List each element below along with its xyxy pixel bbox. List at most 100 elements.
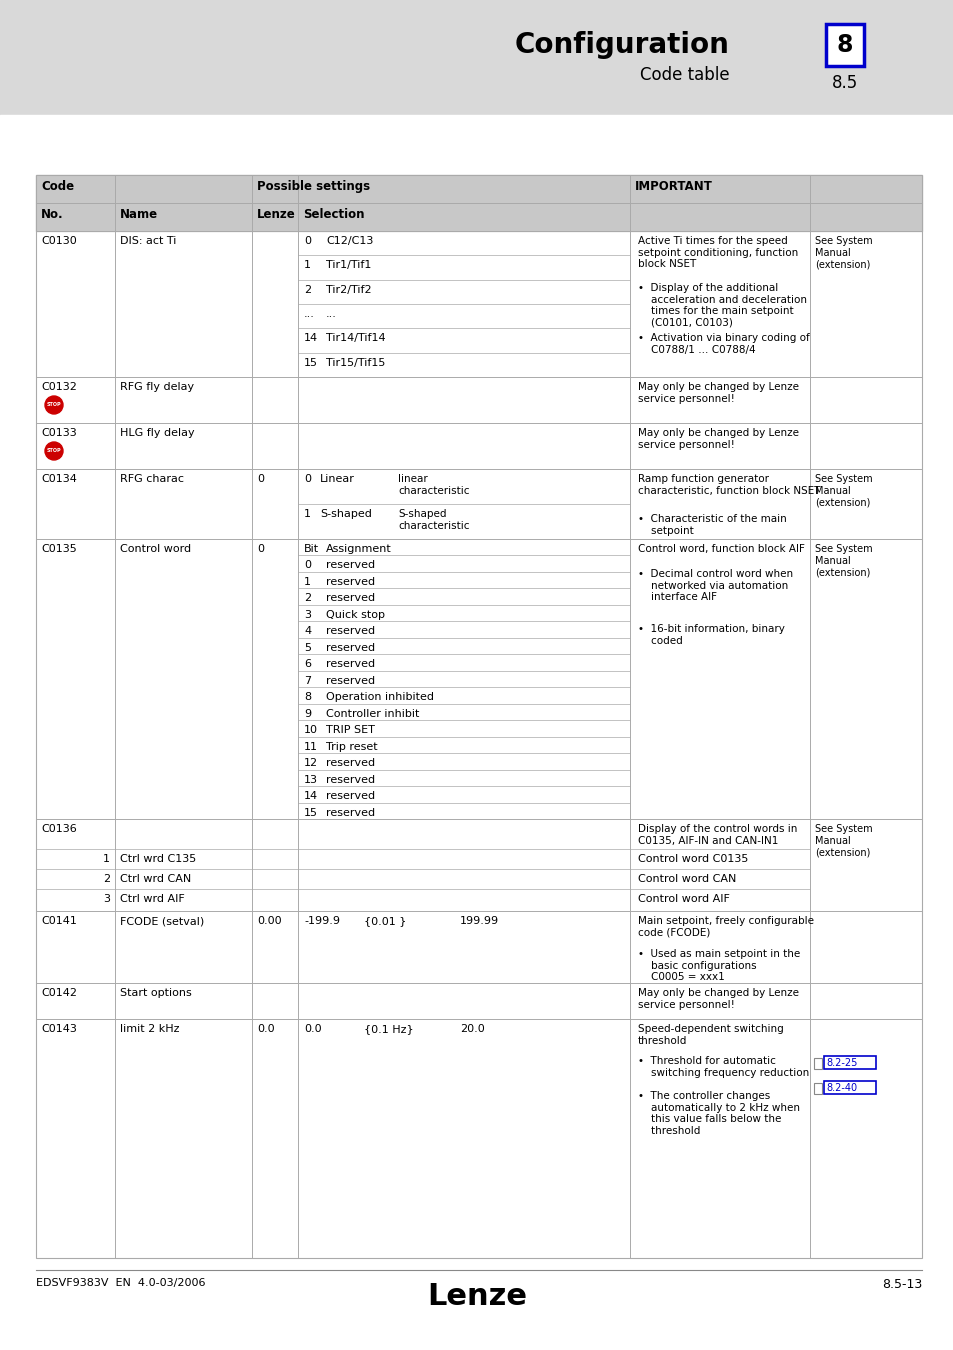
Text: 8.2-40: 8.2-40	[825, 1083, 856, 1094]
Text: May only be changed by Lenze
service personnel!: May only be changed by Lenze service per…	[638, 988, 799, 1010]
Text: Control word AIF: Control word AIF	[638, 894, 729, 904]
Text: •  The controller changes
    automatically to 2 kHz when
    this value falls b: • The controller changes automatically t…	[638, 1091, 800, 1135]
Text: •  Activation via binary coding of
    C0788/1 … C0788/4: • Activation via binary coding of C0788/…	[638, 333, 809, 355]
Text: Controller inhibit: Controller inhibit	[326, 709, 419, 718]
Text: 20.0: 20.0	[459, 1025, 484, 1034]
Text: S-shaped
characteristic: S-shaped characteristic	[397, 509, 469, 531]
Text: RFG charac: RFG charac	[120, 474, 184, 485]
Text: See System
Manual
(extension): See System Manual (extension)	[814, 824, 872, 857]
Text: 1: 1	[103, 855, 110, 864]
Text: {0.01 }: {0.01 }	[364, 917, 406, 926]
Text: 2: 2	[304, 594, 311, 603]
Bar	[823, 1056, 875, 1069]
Text: •  Threshold for automatic
    switching frequency reduction: • Threshold for automatic switching freq…	[638, 1056, 808, 1077]
Bar	[36, 176, 921, 1258]
Text: S-shaped: S-shaped	[319, 509, 372, 518]
Text: 8.2-25: 8.2-25	[825, 1058, 857, 1068]
Text: Ramp function generator
characteristic, function block NSET: Ramp function generator characteristic, …	[638, 474, 820, 495]
Bar	[813, 1058, 821, 1069]
Text: 14: 14	[304, 791, 317, 801]
Text: Control word, function block AIF: Control word, function block AIF	[638, 544, 804, 554]
Bar	[36, 176, 921, 202]
Text: Configuration: Configuration	[515, 31, 729, 59]
Text: 0.00: 0.00	[256, 917, 281, 926]
Text: 9: 9	[304, 709, 311, 718]
Text: 0: 0	[256, 544, 264, 554]
Text: Ctrl wrd C135: Ctrl wrd C135	[120, 855, 196, 864]
Text: FCODE (setval): FCODE (setval)	[120, 917, 204, 926]
Text: Assignment: Assignment	[326, 544, 392, 554]
Text: •  16-bit information, binary
    coded: • 16-bit information, binary coded	[638, 624, 784, 645]
Text: See System
Manual
(extension): See System Manual (extension)	[814, 236, 872, 269]
Text: EDSVF9383V  EN  4.0-03/2006: EDSVF9383V EN 4.0-03/2006	[36, 1278, 205, 1288]
Text: May only be changed by Lenze
service personnel!: May only be changed by Lenze service per…	[638, 382, 799, 404]
Text: reserved: reserved	[326, 594, 375, 603]
Text: 13: 13	[304, 775, 317, 784]
Text: Control word C0135: Control word C0135	[638, 855, 747, 864]
Text: Operation inhibited: Operation inhibited	[326, 693, 434, 702]
Text: See System
Manual
(extension): See System Manual (extension)	[814, 544, 872, 578]
Text: C12/C13: C12/C13	[326, 236, 373, 246]
Text: 8: 8	[304, 693, 311, 702]
Text: C0130: C0130	[41, 236, 76, 246]
Text: reserved: reserved	[326, 576, 375, 587]
Text: C0133: C0133	[41, 428, 76, 437]
Text: 0.0: 0.0	[304, 1025, 321, 1034]
Text: Tir1/Tif1: Tir1/Tif1	[326, 261, 371, 270]
Text: 0: 0	[304, 474, 311, 485]
Text: 12: 12	[304, 759, 317, 768]
Circle shape	[45, 396, 63, 414]
Text: C0141: C0141	[41, 917, 77, 926]
Circle shape	[45, 441, 63, 460]
Text: IMPORTANT: IMPORTANT	[635, 180, 712, 193]
Text: 199.99: 199.99	[459, 917, 498, 926]
Text: 14: 14	[304, 333, 317, 343]
Text: Quick stop: Quick stop	[326, 610, 385, 620]
Text: 7: 7	[304, 676, 311, 686]
Text: Tir2/Tif2: Tir2/Tif2	[326, 285, 372, 294]
Bar	[813, 1083, 821, 1094]
Bar	[36, 202, 921, 231]
Text: Lenze: Lenze	[427, 1282, 526, 1311]
Text: 3: 3	[103, 894, 110, 904]
Text: Code: Code	[41, 180, 74, 193]
Text: reserved: reserved	[326, 759, 375, 768]
Text: HLG fly delay: HLG fly delay	[120, 428, 194, 437]
Text: Tir14/Tif14: Tir14/Tif14	[326, 333, 385, 343]
Text: 0: 0	[304, 560, 311, 571]
Text: Selection: Selection	[303, 208, 364, 221]
Text: STOP: STOP	[47, 402, 61, 408]
Text: C0132: C0132	[41, 382, 77, 391]
Text: {0.1 Hz}: {0.1 Hz}	[364, 1025, 414, 1034]
Text: 2: 2	[103, 873, 110, 884]
Text: Speed-dependent switching
threshold: Speed-dependent switching threshold	[638, 1025, 783, 1046]
Text: Ctrl wrd AIF: Ctrl wrd AIF	[120, 894, 185, 904]
Text: C0142: C0142	[41, 988, 77, 998]
Text: Control word CAN: Control word CAN	[638, 873, 736, 884]
Text: No.: No.	[41, 208, 64, 221]
Text: •  Display of the additional
    acceleration and deceleration
    times for the: • Display of the additional acceleration…	[638, 284, 806, 328]
Text: Lenze: Lenze	[256, 208, 295, 221]
Text: 15: 15	[304, 358, 317, 367]
Text: 11: 11	[304, 741, 317, 752]
Text: •  Decimal control word when
    networked via automation
    interface AIF: • Decimal control word when networked vi…	[638, 568, 792, 602]
Text: Display of the control words in
C0135, AIF-IN and CAN-IN1: Display of the control words in C0135, A…	[638, 824, 797, 845]
Text: reserved: reserved	[326, 643, 375, 653]
Text: Tir15/Tif15: Tir15/Tif15	[326, 358, 385, 367]
Text: 0.0: 0.0	[256, 1025, 274, 1034]
Bar	[0, 0, 953, 115]
FancyBboxPatch shape	[825, 24, 863, 66]
Text: Main setpoint, freely configurable
code (FCODE): Main setpoint, freely configurable code …	[638, 917, 813, 938]
Text: Ctrl wrd CAN: Ctrl wrd CAN	[120, 873, 191, 884]
Text: Code table: Code table	[639, 66, 729, 84]
Text: C0134: C0134	[41, 474, 77, 485]
Text: reserved: reserved	[326, 626, 375, 636]
Text: See System
Manual
(extension): See System Manual (extension)	[814, 474, 872, 508]
Text: reserved: reserved	[326, 560, 375, 571]
Text: 4: 4	[304, 626, 311, 636]
Text: Linear: Linear	[319, 474, 355, 485]
Text: reserved: reserved	[326, 775, 375, 784]
Text: TRIP SET: TRIP SET	[326, 725, 375, 736]
Bar	[823, 1081, 875, 1094]
Text: reserved: reserved	[326, 659, 375, 670]
